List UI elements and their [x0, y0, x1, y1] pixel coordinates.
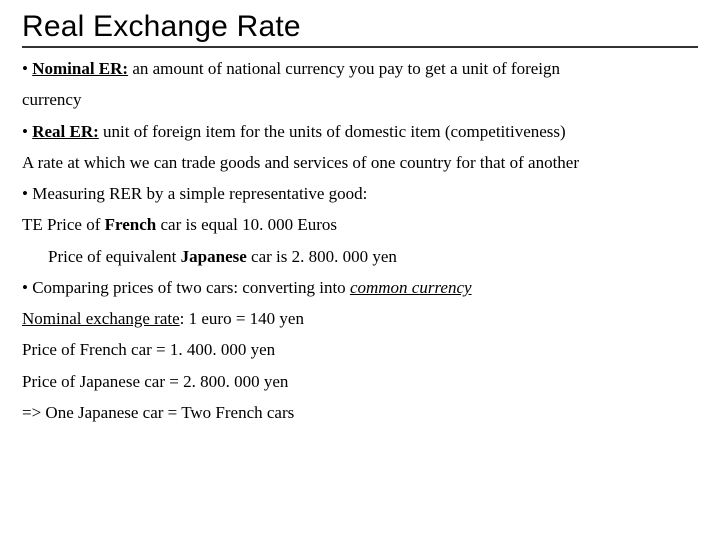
slide: Real Exchange Rate • Nominal ER: an amou…: [0, 0, 720, 540]
text: : 1 euro = 140 yen: [180, 309, 304, 328]
bullet-glyph: •: [22, 122, 32, 141]
slide-title: Real Exchange Rate: [22, 10, 698, 48]
text: unit of foreign item for the units of do…: [99, 122, 566, 141]
term-nominal-er: Nominal ER:: [32, 59, 128, 78]
slide-body: • Nominal ER: an amount of national curr…: [22, 58, 698, 423]
bullet-measuring-rer: • Measuring RER by a simple representati…: [22, 183, 698, 204]
text-line: currency: [22, 89, 698, 110]
bullet-comparing-prices: • Comparing prices of two cars: converti…: [22, 277, 698, 298]
text: ТЕ Price of: [22, 215, 105, 234]
text: Price of equivalent: [48, 247, 181, 266]
text: • Comparing prices of two cars: converti…: [22, 278, 350, 297]
term-common-currency: common currency: [350, 278, 472, 297]
label-nominal-exchange-rate: Nominal exchange rate: [22, 309, 180, 328]
text: an amount of national currency you pay t…: [128, 59, 560, 78]
example-japanese-car: Price of equivalent Japanese car is 2. 8…: [22, 246, 698, 267]
term-real-er: Real ER:: [32, 122, 99, 141]
bullet-nominal-er: • Nominal ER: an amount of national curr…: [22, 58, 698, 79]
example-french-car: ТЕ Price of French car is equal 10. 000 …: [22, 214, 698, 235]
term-japanese: Japanese: [181, 247, 247, 266]
term-french: French: [105, 215, 157, 234]
price-japanese-car-yen: Price of Japanese car = 2. 800. 000 yen: [22, 371, 698, 392]
price-french-car-yen: Price of French car = 1. 400. 000 yen: [22, 339, 698, 360]
text-line: A rate at which we can trade goods and s…: [22, 152, 698, 173]
nominal-exchange-rate-line: Nominal exchange rate: 1 euro = 140 yen: [22, 308, 698, 329]
text: car is equal 10. 000 Euros: [156, 215, 337, 234]
conclusion-line: => One Japanese car = Two French cars: [22, 402, 698, 423]
text: car is 2. 800. 000 yen: [247, 247, 397, 266]
bullet-real-er: • Real ER: unit of foreign item for the …: [22, 121, 698, 142]
bullet-glyph: •: [22, 59, 32, 78]
